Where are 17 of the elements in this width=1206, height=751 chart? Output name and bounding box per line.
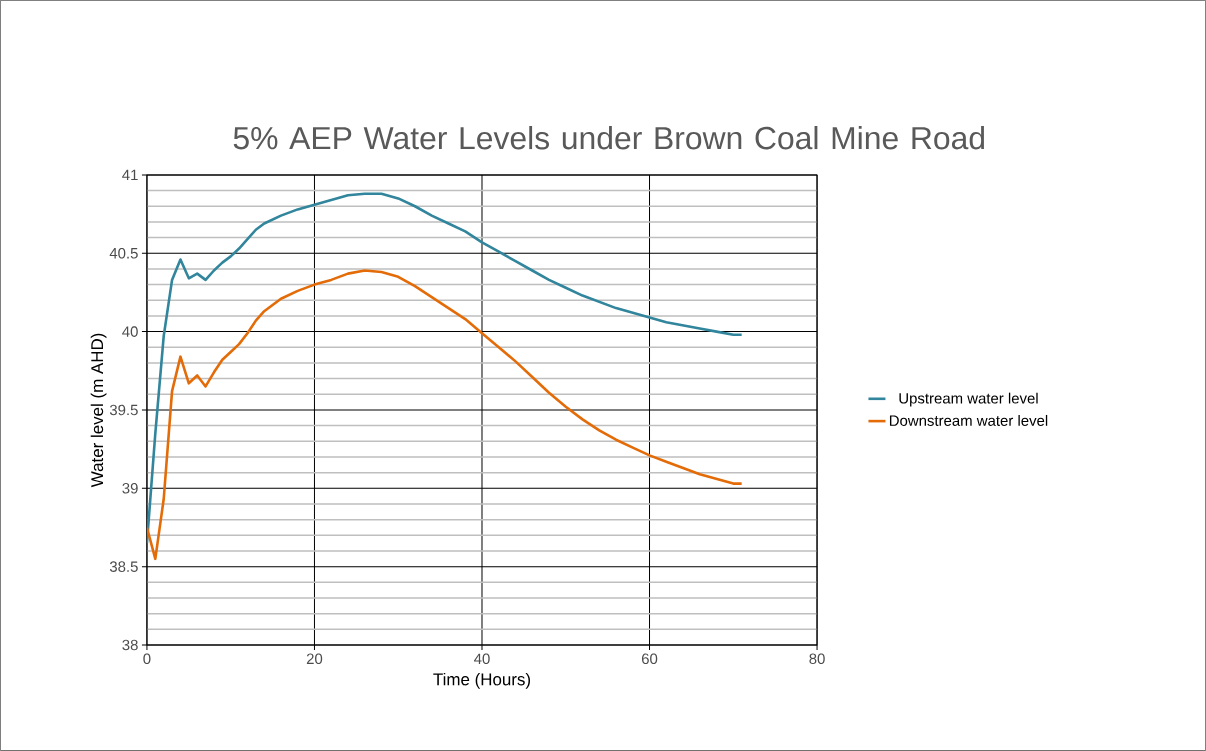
legend-label: Upstream water level: [899, 392, 1038, 407]
x-axis-title: Time (Hours): [433, 672, 531, 689]
y-tick-label: 41: [122, 169, 138, 181]
legend-label: Downstream water level: [889, 414, 1048, 426]
x-tick-label: 80: [809, 653, 825, 665]
x-tick-label: 0: [143, 653, 151, 665]
y-tick-label: 39.5: [109, 404, 138, 416]
y-tick-label: 38: [122, 639, 138, 651]
y-tick-label: 40: [122, 326, 138, 337]
chart-title: 5% AEP Water Levels under Brown Coal Mine Road: [233, 126, 985, 150]
x-tick-label: 60: [641, 653, 658, 665]
x-tick-label: 20: [306, 653, 323, 665]
x-tick-label: 40: [474, 653, 490, 665]
y-tick-label: 40.5: [109, 248, 138, 259]
y-tick-label: 38.5: [109, 561, 138, 572]
y-axis-title: Water level (m AHD): [90, 333, 107, 488]
y-tick-label: 39: [122, 483, 138, 494]
